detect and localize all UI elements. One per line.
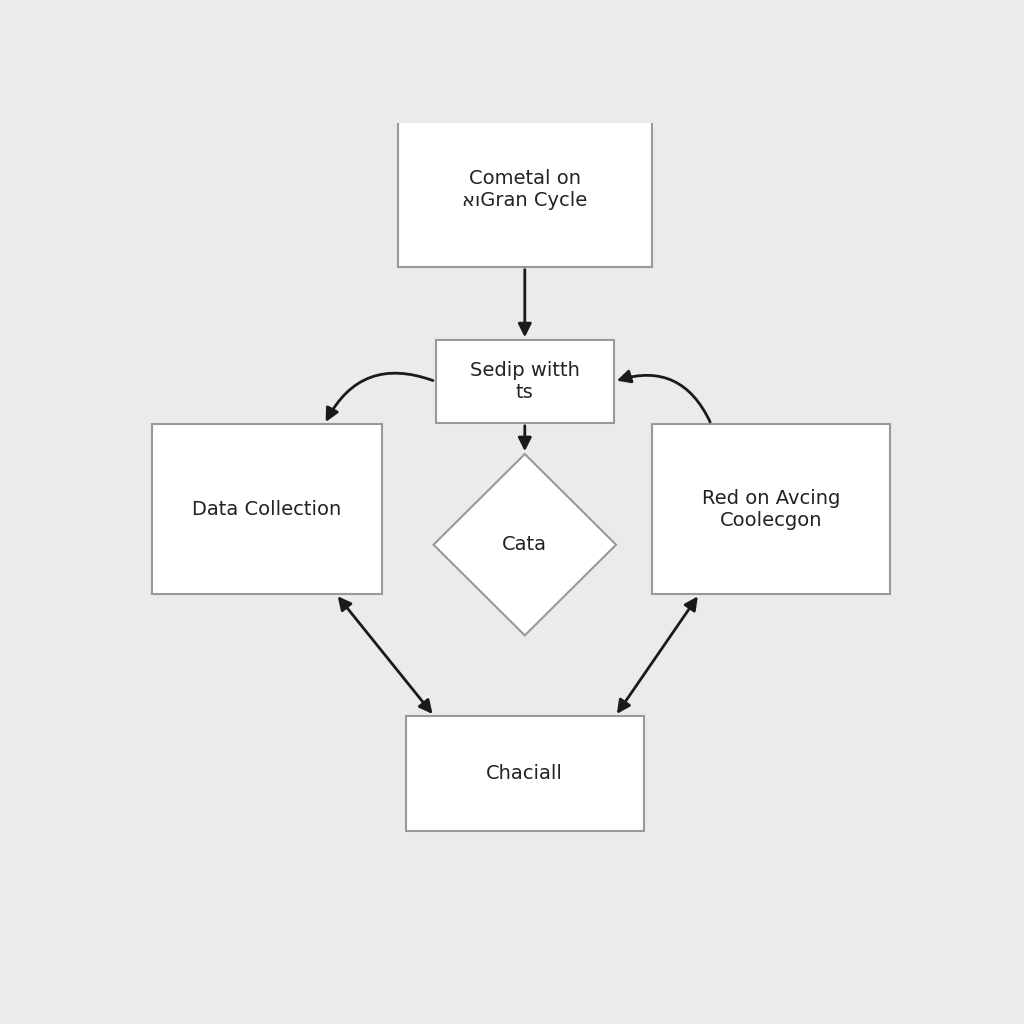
Bar bbox=[397, 113, 651, 267]
Text: Data Collection: Data Collection bbox=[193, 500, 342, 519]
Text: Sedip witth
ts: Sedip witth ts bbox=[470, 361, 580, 402]
Text: Red on Avcing
Coolecgon: Red on Avcing Coolecgon bbox=[701, 488, 840, 529]
Bar bbox=[652, 425, 890, 594]
Text: Chaciall: Chaciall bbox=[486, 764, 563, 783]
Polygon shape bbox=[433, 454, 616, 635]
Bar bbox=[406, 716, 644, 830]
Bar bbox=[435, 340, 614, 423]
Bar bbox=[152, 425, 382, 594]
Text: Cata: Cata bbox=[503, 536, 547, 554]
Text: Cometal on
אוGran Cycle: Cometal on אוGran Cycle bbox=[462, 169, 588, 210]
